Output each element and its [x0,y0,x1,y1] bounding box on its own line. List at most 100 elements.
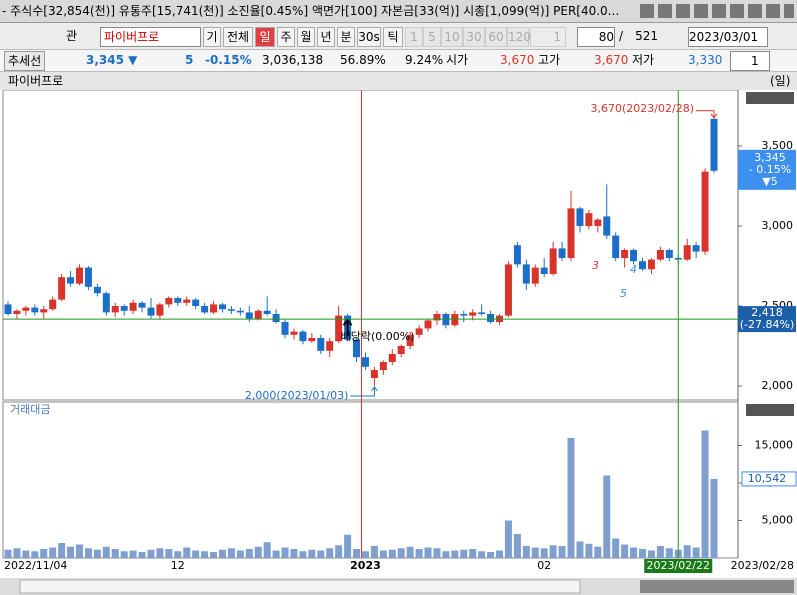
ratio-2: 9.24% [405,53,444,67]
candle-body [335,315,343,342]
code-label: 관 [66,29,78,43]
candle-body [621,250,629,258]
period-button[interactable]: 30s [357,27,381,47]
x-tick-label: 2023/02/28 [731,559,794,572]
volume-bar [388,549,396,558]
volume-bar [656,545,664,558]
candle-body [683,245,691,260]
dividend-label: 배당락(0.00%) [341,330,415,343]
candle-body [245,312,253,319]
candle-body [710,118,718,171]
candle-body [540,267,548,274]
volume-bar [710,478,718,558]
candle-body [379,362,387,370]
count-input[interactable]: 80 [577,27,615,47]
candle-body [504,264,512,316]
x-tick-label: 2023 [350,559,381,572]
stock-name-input[interactable]: 파이버프로 [100,27,201,47]
pane-buttons[interactable] [746,404,794,416]
interval-button[interactable]: 30 [463,27,485,47]
candle-body [308,338,316,342]
volume-bar [129,550,137,558]
candle-body [433,314,441,321]
window-buttons[interactable] [640,4,794,18]
volume-bar [442,551,450,558]
candle-body [397,346,405,354]
volume-bar [254,546,262,558]
high: 3,670 [594,53,629,67]
volume-bar [433,548,441,558]
volume-bar [621,544,629,558]
trend-button[interactable]: 추세선 [4,51,46,71]
volume-bar [460,549,468,558]
period-button[interactable]: 틱 [383,27,403,47]
volume-bar [353,548,361,558]
volume-bar [13,548,21,558]
volume-bar [487,551,495,558]
volume-bar [317,550,325,558]
volume-bar [49,547,57,558]
candle-body [31,307,39,313]
volume-tick-label: 5,000 [762,513,794,526]
volume-bar [478,551,486,558]
scroll-thumb[interactable] [19,579,581,594]
volume-bar [120,551,128,558]
min-arrow [350,386,378,397]
candle-body [183,299,191,303]
volume-tick-label: 15,000 [755,438,794,451]
current-price-line: 3,345 [754,151,786,164]
candle-body [263,310,271,314]
volume-bar [308,549,316,558]
volume-bar [594,546,602,558]
current-price-line: - 0.15% [749,163,791,176]
volume-bar [138,551,146,558]
candle-body [49,299,57,310]
period-button[interactable]: 전체 [223,27,253,47]
volume: 3,036,138 [262,53,324,67]
crosshair-pct: (-27.84%) [740,318,795,331]
period-button[interactable]: 기 [203,27,221,47]
dividend-marker [342,318,353,336]
interval-button[interactable]: 5 [423,27,441,47]
candle-body [218,304,226,310]
price: 3,345 ▼ [86,53,138,67]
period-button[interactable]: 주 [277,27,295,47]
volume-bar [567,437,575,558]
candle-body [478,312,486,314]
interval-button[interactable]: 60 [485,27,507,47]
candle-body [317,338,325,351]
interval-button[interactable]: 10 [441,27,463,47]
candle-body [201,306,209,313]
chart-count[interactable]: 1 [730,51,770,71]
period-button[interactable]: 일 [255,27,275,47]
period-button[interactable]: 월 [297,27,315,47]
interval-button[interactable]: 1 [405,27,423,47]
volume-bar [424,547,432,558]
period-button[interactable]: 분 [337,27,355,47]
candle-body [647,259,655,270]
volume-bar [281,547,289,558]
volume-bar [540,548,548,558]
scroll-controls[interactable] [640,580,794,593]
pane-buttons[interactable] [746,92,794,104]
volume-bar [58,542,66,558]
volume-bar [84,548,92,558]
candle-body [13,310,21,314]
period-button[interactable]: 년 [317,27,335,47]
volume-bar [603,475,611,558]
volume-bar [665,548,673,558]
date-input[interactable]: 2023/03/01 [688,27,768,47]
volume-last-label: 10,542 [748,472,787,485]
candle-body [120,306,128,311]
interval-input[interactable]: 1 [530,27,566,47]
candle-body [692,245,700,252]
volume-bar [549,545,557,558]
volume-bar [183,547,191,558]
candle-body [102,293,110,313]
candle-body [236,310,244,313]
volume-bar [22,550,30,558]
candle-body [75,267,83,284]
candle-body [665,250,673,258]
candle-body [272,314,280,322]
interval-button[interactable]: 120 [507,27,531,47]
